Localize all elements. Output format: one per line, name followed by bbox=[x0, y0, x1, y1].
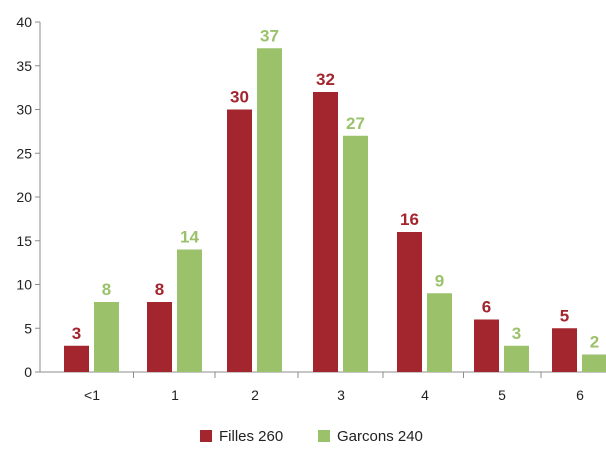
bar-garcons bbox=[427, 293, 452, 372]
data-label: 30 bbox=[230, 88, 249, 107]
y-axis-ticks: 0 5 10 15 20 25 30 35 40 bbox=[16, 14, 40, 380]
bar-filles bbox=[227, 109, 252, 372]
data-label: 8 bbox=[102, 280, 111, 299]
data-labels: 3 8 8 14 30 37 32 27 16 9 6 3 5 2 bbox=[72, 26, 599, 351]
data-label: 14 bbox=[180, 228, 199, 247]
bar-garcons bbox=[94, 302, 119, 372]
data-label: 32 bbox=[316, 70, 335, 89]
bar-filles bbox=[474, 319, 499, 372]
x-tick-label: 4 bbox=[421, 387, 429, 403]
legend-label: Filles 260 bbox=[219, 428, 283, 445]
y-tick-label: 35 bbox=[16, 58, 32, 74]
x-tick-label: 2 bbox=[251, 387, 259, 403]
bar-garcons bbox=[257, 48, 282, 372]
y-tick-label: 5 bbox=[24, 320, 32, 336]
data-label: 16 bbox=[400, 210, 419, 229]
y-tick-label: 40 bbox=[16, 14, 32, 30]
bar-filles bbox=[552, 328, 577, 372]
data-label: 3 bbox=[512, 324, 521, 343]
x-tick-label: 1 bbox=[171, 387, 179, 403]
y-tick-label: 25 bbox=[16, 145, 32, 161]
x-tick-label: 5 bbox=[498, 387, 506, 403]
data-label: 8 bbox=[155, 280, 164, 299]
data-label: 37 bbox=[260, 26, 279, 45]
data-label: 9 bbox=[435, 271, 444, 290]
legend-swatch bbox=[200, 430, 212, 442]
x-tick-label: 6 bbox=[576, 387, 584, 403]
legend: Filles 260 Garcons 240 bbox=[200, 428, 423, 445]
y-tick-label: 30 bbox=[16, 102, 32, 118]
bar-filles bbox=[64, 345, 89, 372]
x-tick-label: 3 bbox=[337, 387, 345, 403]
bar-garcons bbox=[582, 354, 606, 372]
legend-label: Garcons 240 bbox=[337, 428, 423, 445]
data-label: 2 bbox=[590, 333, 599, 352]
y-tick-label: 10 bbox=[16, 277, 32, 293]
bar-garcons bbox=[343, 135, 368, 372]
data-label: 5 bbox=[560, 306, 569, 325]
bars bbox=[64, 48, 606, 372]
y-tick-label: 0 bbox=[24, 364, 32, 380]
category-labels: <1 1 2 3 4 5 6 bbox=[84, 387, 584, 403]
data-label: 6 bbox=[482, 298, 491, 317]
bar-filles bbox=[397, 232, 422, 372]
bar-filles bbox=[147, 302, 172, 372]
y-tick-label: 15 bbox=[16, 233, 32, 249]
legend-swatch bbox=[318, 430, 330, 442]
y-tick-label: 20 bbox=[16, 189, 32, 205]
bar-garcons bbox=[177, 249, 202, 372]
data-label: 3 bbox=[72, 324, 81, 343]
x-tick-label: <1 bbox=[84, 387, 100, 403]
bar-garcons bbox=[504, 345, 529, 372]
bar-filles bbox=[313, 92, 338, 372]
data-label: 27 bbox=[346, 114, 365, 133]
